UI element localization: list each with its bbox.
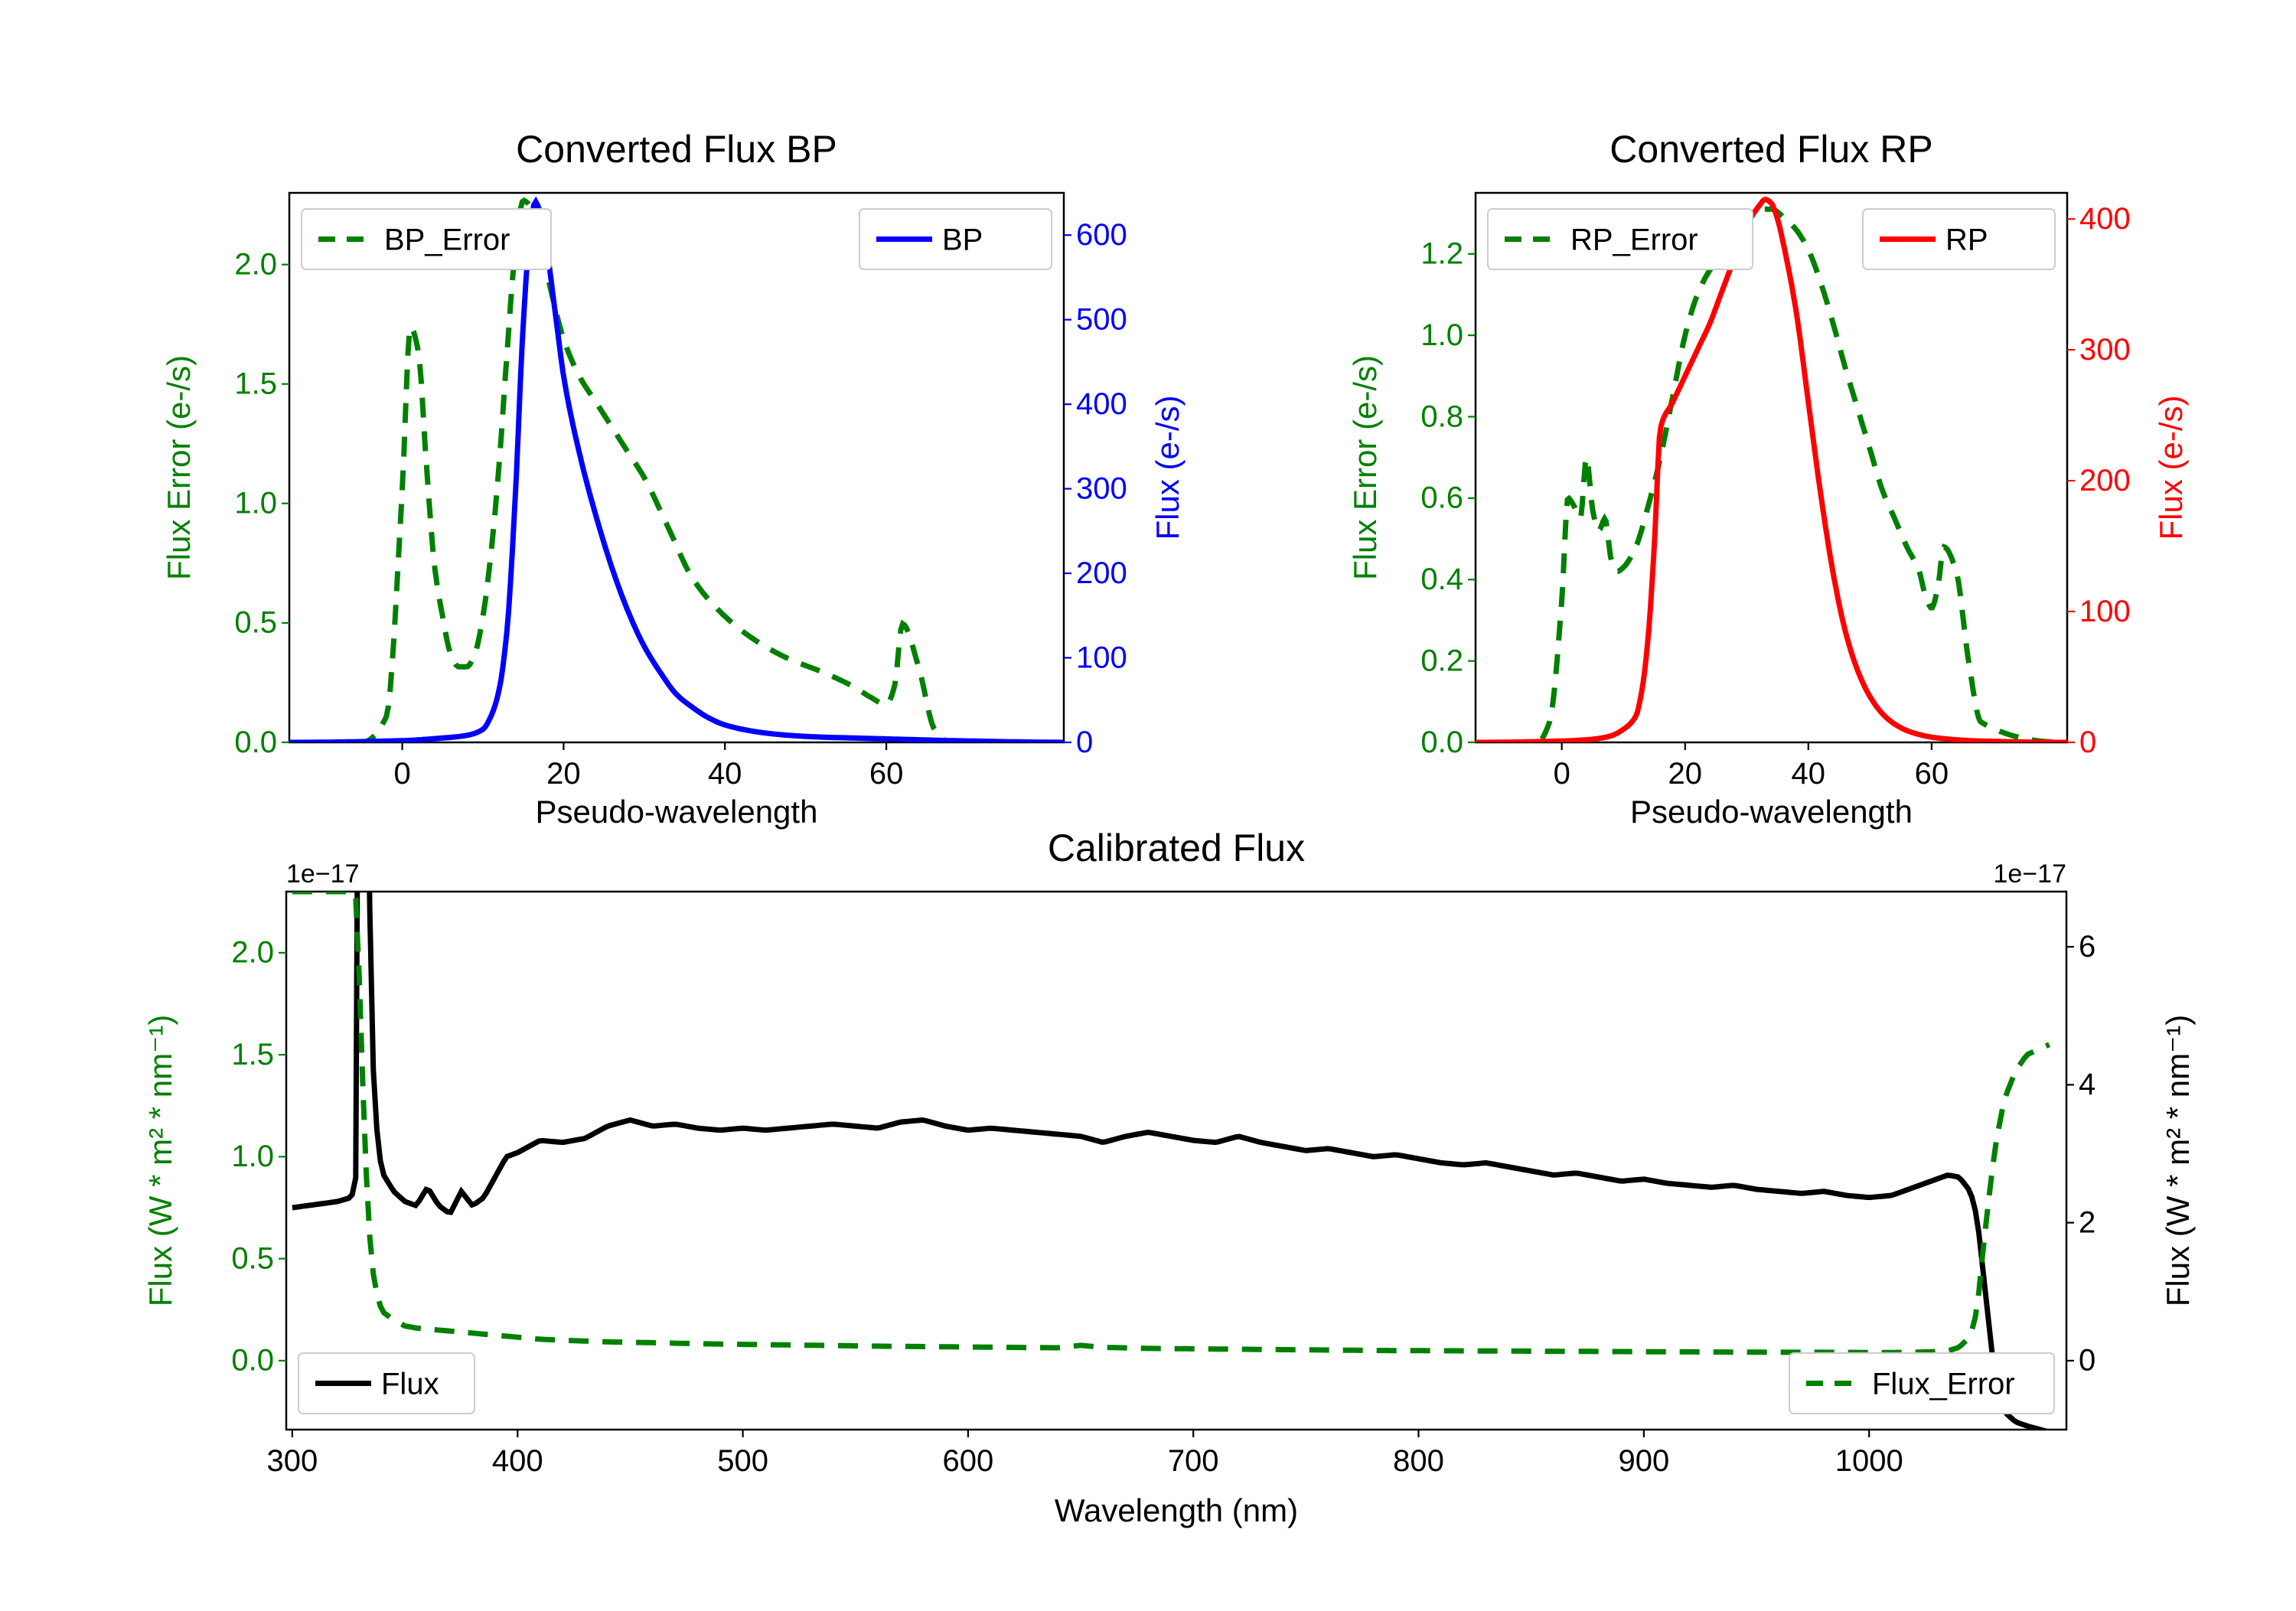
svg-text:0.5: 0.5: [234, 606, 277, 640]
svg-text:Flux (W * m² * nm⁻¹): Flux (W * m² * nm⁻¹): [142, 1015, 178, 1306]
svg-text:0.4: 0.4: [1420, 563, 1463, 596]
svg-text:1000: 1000: [1835, 1444, 1903, 1478]
svg-text:1e−17: 1e−17: [286, 859, 360, 889]
svg-text:20: 20: [546, 757, 581, 791]
svg-text:60: 60: [869, 757, 904, 791]
svg-text:Flux Error (e-/s): Flux Error (e-/s): [1347, 355, 1383, 580]
svg-text:300: 300: [1076, 471, 1127, 505]
svg-text:400: 400: [492, 1444, 543, 1478]
svg-text:600: 600: [943, 1444, 994, 1478]
svg-text:40: 40: [1792, 757, 1826, 791]
svg-text:0.8: 0.8: [1420, 399, 1463, 433]
svg-text:Flux_Error: Flux_Error: [1872, 1368, 2015, 1401]
svg-text:Pseudo-wavelength: Pseudo-wavelength: [1630, 794, 1913, 830]
svg-text:0: 0: [2079, 1344, 2095, 1378]
svg-text:1.0: 1.0: [234, 487, 277, 520]
svg-text:RP_Error: RP_Error: [1570, 223, 1698, 257]
svg-text:300: 300: [2079, 333, 2131, 367]
svg-text:40: 40: [708, 757, 742, 791]
svg-text:Flux Error (e-/s): Flux Error (e-/s): [161, 355, 197, 580]
svg-text:Calibrated Flux: Calibrated Flux: [1048, 827, 1305, 869]
svg-text:Wavelength (nm): Wavelength (nm): [1055, 1492, 1298, 1528]
svg-text:2.0: 2.0: [234, 248, 277, 282]
svg-text:Converted Flux BP: Converted Flux BP: [516, 128, 837, 171]
svg-text:0.5: 0.5: [231, 1241, 274, 1275]
svg-text:100: 100: [2079, 595, 2131, 628]
svg-text:200: 200: [2079, 464, 2131, 497]
svg-text:Flux: Flux: [381, 1368, 439, 1401]
svg-text:4: 4: [2079, 1068, 2095, 1101]
svg-text:6: 6: [2079, 930, 2095, 964]
svg-text:Flux (W * m² * nm⁻¹): Flux (W * m² * nm⁻¹): [2160, 1015, 2196, 1306]
svg-text:0.0: 0.0: [1420, 726, 1463, 759]
svg-text:1.5: 1.5: [234, 367, 277, 401]
svg-text:400: 400: [2079, 202, 2131, 236]
svg-text:900: 900: [1619, 1444, 1670, 1478]
svg-text:20: 20: [1668, 757, 1703, 791]
svg-text:300: 300: [267, 1444, 318, 1478]
svg-text:0.2: 0.2: [1420, 644, 1463, 677]
svg-text:800: 800: [1393, 1444, 1444, 1478]
svg-text:0: 0: [393, 757, 410, 791]
svg-text:400: 400: [1076, 387, 1127, 421]
svg-text:500: 500: [717, 1444, 768, 1478]
svg-text:RP: RP: [1945, 223, 1988, 257]
svg-text:BP: BP: [942, 223, 983, 257]
svg-text:100: 100: [1076, 641, 1127, 674]
svg-text:1.0: 1.0: [1420, 318, 1463, 352]
svg-text:Converted Flux RP: Converted Flux RP: [1609, 128, 1932, 171]
svg-text:1e−17: 1e−17: [1994, 859, 2067, 889]
svg-text:BP_Error: BP_Error: [384, 223, 510, 257]
svg-text:1.0: 1.0: [231, 1140, 274, 1173]
svg-text:500: 500: [1076, 303, 1127, 337]
svg-text:0.0: 0.0: [234, 726, 277, 759]
svg-text:Pseudo-wavelength: Pseudo-wavelength: [536, 794, 818, 830]
svg-text:1.2: 1.2: [1420, 237, 1463, 271]
svg-text:0.6: 0.6: [1420, 481, 1463, 515]
svg-text:0: 0: [1076, 726, 1093, 759]
svg-text:0: 0: [1554, 757, 1570, 791]
svg-text:1.5: 1.5: [231, 1038, 274, 1071]
svg-text:200: 200: [1076, 556, 1127, 590]
svg-text:2: 2: [2079, 1205, 2095, 1239]
svg-text:0: 0: [2079, 726, 2096, 759]
svg-text:Flux (e-/s): Flux (e-/s): [1150, 396, 1186, 540]
svg-text:2.0: 2.0: [231, 936, 274, 970]
svg-text:0.0: 0.0: [231, 1344, 274, 1378]
svg-text:700: 700: [1168, 1444, 1219, 1478]
svg-text:600: 600: [1076, 218, 1127, 252]
svg-text:60: 60: [1915, 757, 1949, 791]
svg-text:Flux (e-/s): Flux (e-/s): [2153, 396, 2189, 540]
